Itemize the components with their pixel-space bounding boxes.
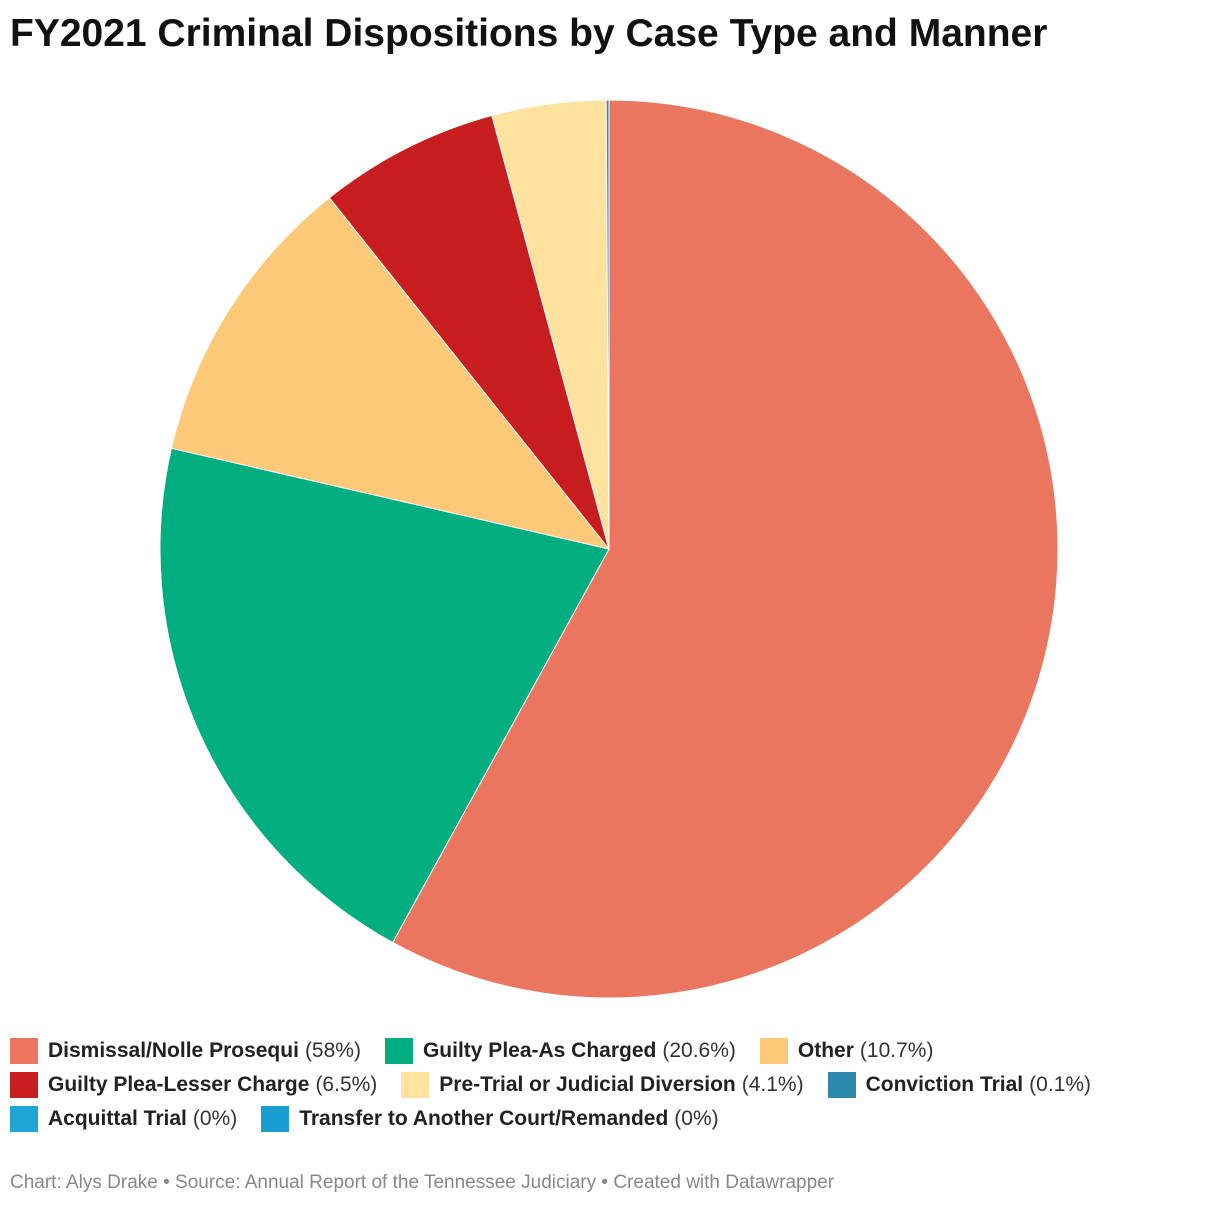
pie-slice bbox=[159, 447, 610, 944]
pie-chart bbox=[159, 99, 1059, 999]
legend-value: (10.7%) bbox=[859, 1039, 934, 1062]
legend-swatch bbox=[261, 1106, 290, 1132]
legend-value: (0%) bbox=[674, 1107, 719, 1130]
legend-item: Pre-Trial or Judicial Diversion (4.1%) bbox=[401, 1072, 804, 1098]
legend-value: (0%) bbox=[192, 1107, 238, 1130]
legend-swatch bbox=[10, 1106, 38, 1132]
legend-item: Conviction Trial (0.1%) bbox=[827, 1072, 1091, 1098]
legend-label: Pre-Trial or Judicial Diversion bbox=[439, 1073, 736, 1096]
legend-value: (0.1%) bbox=[1029, 1073, 1091, 1096]
legend-item: Guilty Plea-Lesser Charge (6.5%) bbox=[10, 1072, 377, 1098]
legend-item: Guilty Plea-As Charged (20.6%) bbox=[384, 1038, 736, 1064]
legend-value: (58%) bbox=[304, 1039, 361, 1062]
legend-swatch bbox=[10, 1038, 38, 1064]
legend-item: Acquittal Trial (0%) bbox=[10, 1106, 237, 1132]
legend-value: (6.5%) bbox=[315, 1073, 378, 1096]
legend-value: (20.6%) bbox=[662, 1039, 736, 1062]
legend-label: Other bbox=[797, 1039, 854, 1062]
pie-slice bbox=[328, 114, 610, 550]
legend-label: Guilty Plea-Lesser Charge bbox=[48, 1073, 310, 1096]
legend-item: Dismissal/Nolle Prosequi (58%) bbox=[10, 1038, 361, 1064]
legend-label: Guilty Plea-As Charged bbox=[422, 1039, 657, 1062]
pie-slice bbox=[170, 197, 611, 550]
legend-swatch bbox=[384, 1038, 413, 1064]
legend-item: Transfer to Another Court/Remanded (0%) bbox=[261, 1106, 719, 1132]
legend-swatch bbox=[827, 1072, 856, 1098]
legend-swatch bbox=[401, 1072, 430, 1098]
legend-swatch bbox=[10, 1072, 38, 1098]
footer: Chart: Alys Drake • Source: Annual Repor… bbox=[10, 1172, 835, 1193]
legend-item: Other (10.7%) bbox=[759, 1038, 934, 1064]
legend-label: Conviction Trial bbox=[865, 1073, 1024, 1096]
legend-swatch bbox=[759, 1038, 788, 1064]
legend-label: Transfer to Another Court/Remanded bbox=[299, 1107, 669, 1130]
legend-label: Dismissal/Nolle Prosequi bbox=[48, 1039, 299, 1062]
legend: Dismissal/Nolle Prosequi (58%) Guilty Plea… bbox=[10, 1038, 1210, 1132]
legend-value: (4.1%) bbox=[741, 1073, 804, 1096]
pie-slice bbox=[392, 99, 1059, 999]
chart-title: FY2021 Criminal Dispositions by Case Typ… bbox=[10, 12, 1048, 55]
legend-label: Acquittal Trial bbox=[48, 1107, 187, 1130]
